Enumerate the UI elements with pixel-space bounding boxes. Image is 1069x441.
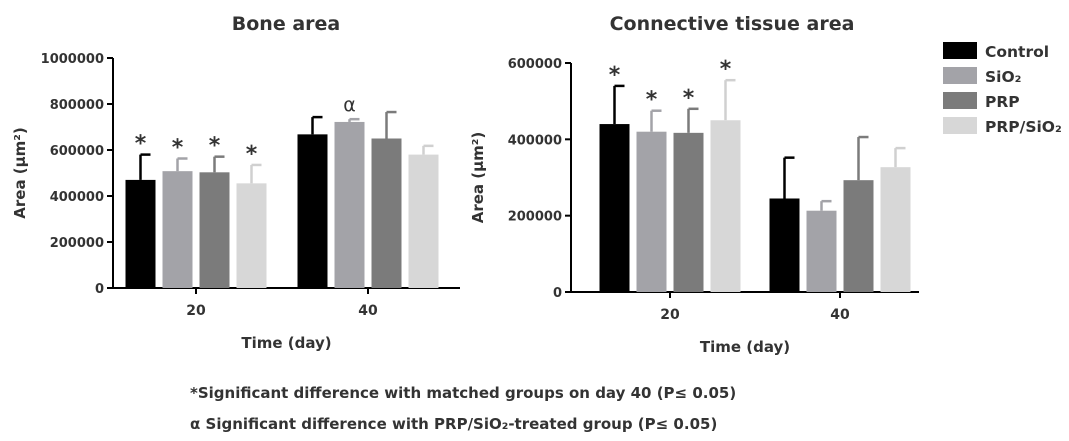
significance-star: * <box>646 88 658 113</box>
significance-alpha: α <box>343 94 356 116</box>
x-tick-label: 20 <box>660 307 680 323</box>
y-tick-label: 0 <box>553 286 562 301</box>
legend-swatch <box>943 92 977 109</box>
bar <box>408 154 439 288</box>
bar <box>334 121 365 288</box>
legend-label: SiO₂ <box>985 68 1021 86</box>
y-tick-label: 400000 <box>50 190 104 205</box>
legend-swatch <box>943 42 977 59</box>
chart-title: Connective tissue area <box>610 13 855 35</box>
significance-star: * <box>683 86 695 111</box>
bar <box>599 124 630 292</box>
x-axis-label: Time (day) <box>241 334 331 352</box>
bar <box>125 179 156 288</box>
footnote-significance-alpha: α Significant difference with PRP/SiO₂-t… <box>190 415 718 433</box>
bar <box>297 134 328 288</box>
y-tick-label: 200000 <box>508 210 562 225</box>
bar <box>162 171 193 288</box>
bar <box>636 131 667 292</box>
bar <box>710 120 741 292</box>
y-tick-label: 400000 <box>508 133 562 148</box>
x-tick-label: 20 <box>186 303 206 319</box>
bar <box>880 167 911 292</box>
x-axis-label: Time (day) <box>700 338 790 356</box>
y-tick-label: 600000 <box>508 57 562 72</box>
x-tick-label: 40 <box>358 303 378 319</box>
bone-area-chart: Bone area 0 200000 400000 600000 800000 100000… <box>11 13 460 352</box>
legend-label: PRP <box>985 93 1020 111</box>
y-tick-label: 800000 <box>50 98 104 113</box>
y-axis-label: Area (μm²) <box>11 127 29 218</box>
bar <box>199 172 230 288</box>
chart-title: Bone area <box>232 13 340 35</box>
significance-star: * <box>609 63 621 88</box>
legend: Control SiO₂ PRP PRP/SiO₂ <box>943 42 1062 136</box>
y-axis-label: Area (μm²) <box>469 132 487 223</box>
bar <box>673 132 704 292</box>
y-tick-label: 200000 <box>50 236 104 251</box>
bar <box>236 183 267 288</box>
footnote-significance-star: *Significant difference with matched gro… <box>190 384 737 402</box>
y-tick-label: 1000000 <box>41 52 104 67</box>
legend-label: PRP/SiO₂ <box>985 118 1062 136</box>
significance-star: * <box>246 142 258 167</box>
bar <box>806 210 837 292</box>
y-tick-label: 0 <box>95 282 104 297</box>
x-tick-label: 40 <box>830 307 850 323</box>
significance-star: * <box>720 57 732 82</box>
significance-star: * <box>209 134 221 159</box>
bar <box>843 180 874 292</box>
legend-swatch <box>943 117 977 134</box>
figure: Bone area 0 200000 400000 600000 800000 100000… <box>11 13 1062 356</box>
legend-swatch <box>943 67 977 84</box>
significance-star: * <box>135 132 147 157</box>
bar <box>371 138 402 288</box>
bar <box>769 198 800 292</box>
legend-label: Control <box>985 43 1049 61</box>
y-tick-label: 600000 <box>50 144 104 159</box>
connective-tissue-area-chart: Connective tissue area 0 200000 400000 60000… <box>469 13 919 356</box>
significance-star: * <box>172 136 184 161</box>
